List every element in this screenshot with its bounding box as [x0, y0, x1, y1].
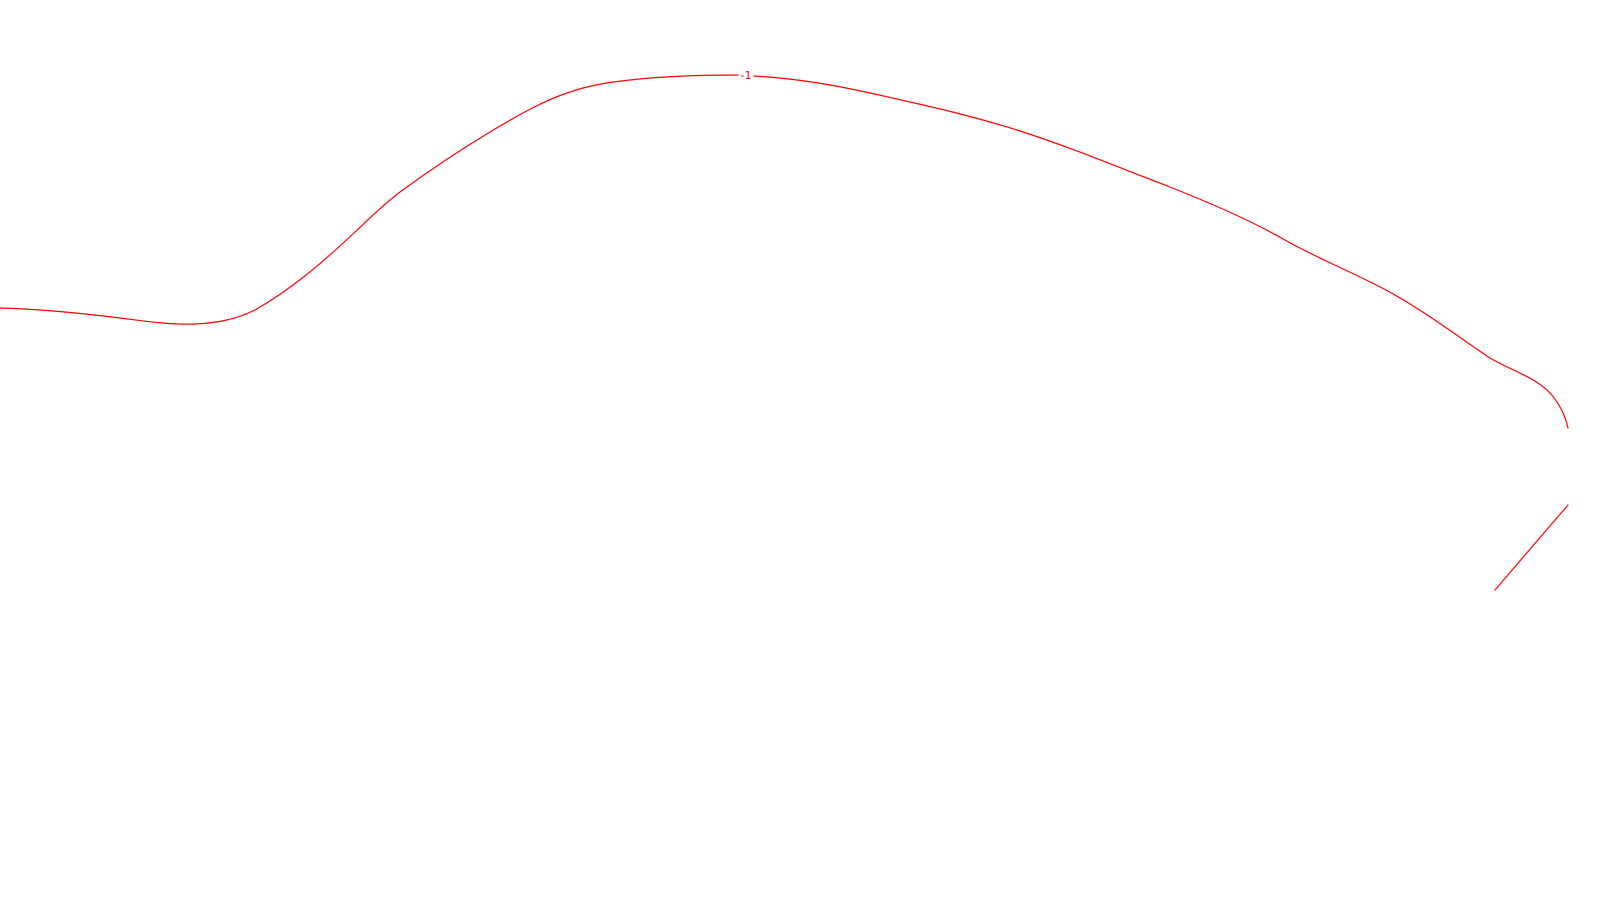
contour-line-main-left	[0, 74, 739, 325]
contour-line-fragment	[1494, 504, 1569, 591]
contour-label: -1	[741, 69, 752, 82]
contour-line-main-right	[753, 75, 1569, 429]
